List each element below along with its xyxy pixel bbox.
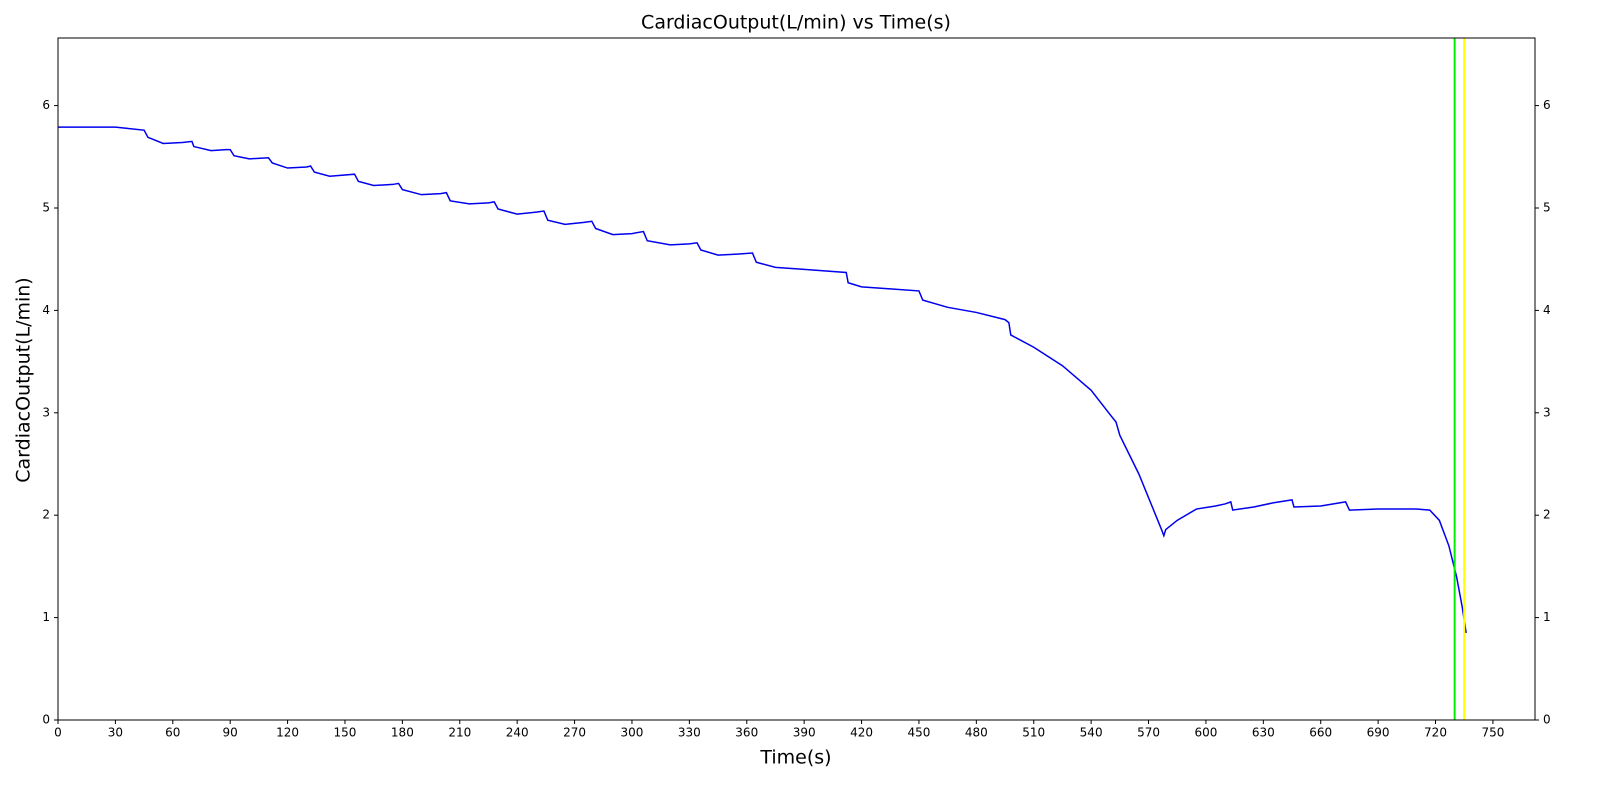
y2-tick-label: 4 (1543, 303, 1551, 317)
x-tick-label: 240 (506, 726, 529, 740)
y-tick-label: 6 (42, 98, 50, 112)
y-tick-label: 5 (42, 200, 50, 214)
y-tick-label: 1 (42, 610, 50, 624)
plot-frame (57, 37, 1536, 721)
x-tick-label: 540 (1080, 726, 1103, 740)
y-tick-label: 4 (42, 303, 50, 317)
data-line (58, 126, 1467, 634)
y2-tick-label: 3 (1543, 405, 1551, 419)
x-tick-label: 690 (1367, 726, 1390, 740)
x-tick-label: 360 (735, 726, 758, 740)
x-tick-label: 150 (334, 726, 357, 740)
x-tick-label: 600 (1194, 726, 1217, 740)
x-axis-label: Time(s) (759, 747, 831, 769)
x-tick-label: 420 (850, 726, 873, 740)
x-tick-label: 570 (1137, 726, 1160, 740)
y2-tick-label: 6 (1543, 98, 1551, 112)
x-tick-label: 720 (1424, 726, 1447, 740)
x-tick-label: 480 (965, 726, 988, 740)
y2-tick-label: 1 (1543, 610, 1551, 624)
y-tick-label: 2 (42, 508, 50, 522)
x-tick-label: 60 (165, 726, 180, 740)
x-tick-label: 330 (678, 726, 701, 740)
x-tick-label: 300 (621, 726, 644, 740)
y2-tick-label: 2 (1543, 508, 1551, 522)
x-tick-label: 90 (223, 726, 238, 740)
x-tick-label: 210 (448, 726, 471, 740)
y-axis-label: CardiacOutput(L/min) (13, 277, 35, 482)
x-tick-label: 120 (276, 726, 299, 740)
x-tick-label: 510 (1022, 726, 1045, 740)
x-tick-label: 450 (907, 726, 930, 740)
y2-tick-label: 0 (1543, 713, 1551, 727)
x-tick-label: 30 (108, 726, 123, 740)
x-tick-label: 0 (54, 726, 62, 740)
x-tick-label: 660 (1309, 726, 1332, 740)
x-tick-label: 630 (1252, 726, 1275, 740)
y2-tick-label: 5 (1543, 200, 1551, 214)
y-tick-label: 0 (42, 713, 50, 727)
x-tick-label: 750 (1481, 726, 1504, 740)
x-tick-label: 180 (391, 726, 414, 740)
chart-title: CardiacOutput(L/min) vs Time(s) (641, 12, 951, 34)
x-tick-label: 390 (793, 726, 816, 740)
x-tick-label: 270 (563, 726, 586, 740)
y-tick-label: 3 (42, 405, 50, 419)
